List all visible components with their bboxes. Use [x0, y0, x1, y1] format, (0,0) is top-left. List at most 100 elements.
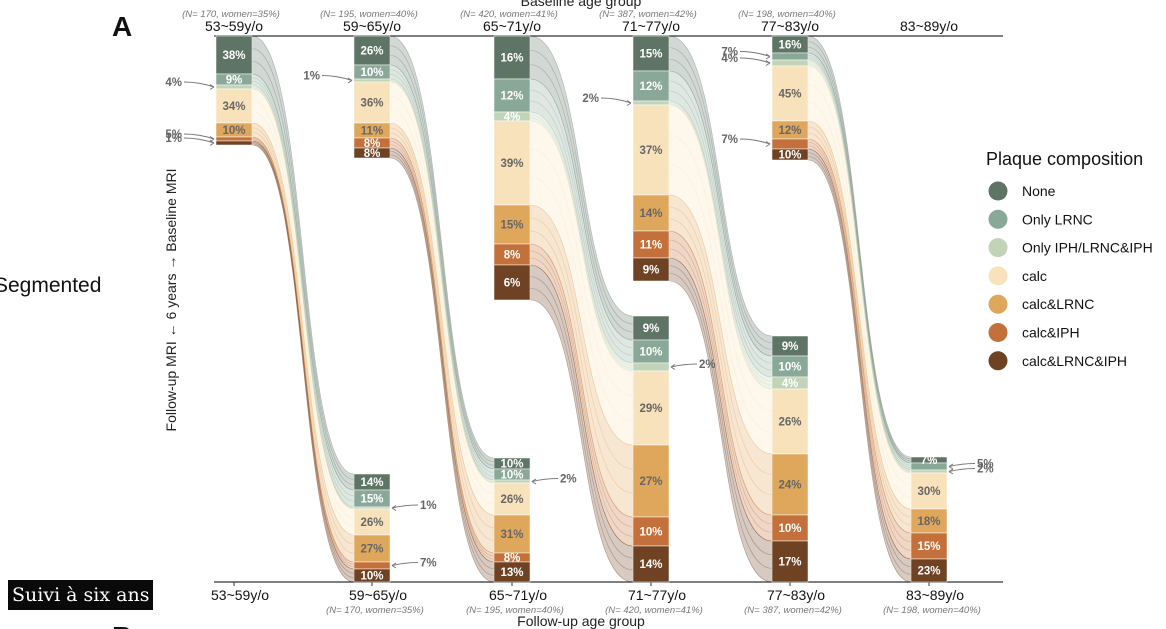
flow-strand — [251, 131, 355, 554]
baseline-group-label: 77~83y/o — [761, 18, 819, 34]
flow-strand — [807, 46, 912, 462]
label-arrowhead — [765, 53, 771, 60]
flow-strand — [807, 61, 912, 472]
label-arrow — [531, 478, 559, 482]
flow-strand — [807, 54, 912, 466]
legend: Plaque composition None Only LRNC Only IPH… — [986, 149, 1153, 371]
followup-segment — [771, 514, 809, 542]
followup-segment — [771, 540, 809, 583]
baseline-n-label: (N= 170, women=35%) — [182, 9, 280, 20]
flow-strand — [251, 143, 355, 579]
label-arrowhead — [347, 77, 353, 84]
flow-strand — [668, 47, 773, 344]
baseline-segment-label: 4% — [504, 112, 521, 124]
flow-strand — [389, 132, 495, 541]
baseline-segment-label: 8% — [364, 138, 381, 150]
baseline-segment-label: 16% — [500, 53, 523, 65]
followup-segment-label: 10% — [500, 459, 523, 471]
label-arrow — [600, 97, 632, 104]
baseline-segment-label: 10% — [360, 67, 383, 79]
legend-entry: None — [1022, 183, 1056, 199]
baseline-outside-label: 7% — [721, 134, 738, 146]
baseline-segment-label: 11% — [361, 126, 383, 138]
legend-swatch — [988, 351, 1008, 371]
followup-outside-label: 2% — [560, 474, 577, 486]
baseline-segment — [771, 59, 809, 67]
baseline-segment-label: 38% — [222, 50, 245, 62]
baseline-segment — [771, 65, 809, 122]
legend-entry: Only IPH/LRNC&IPH — [1022, 240, 1153, 256]
baseline-segment-label: 6% — [504, 278, 521, 290]
axes-layer — [214, 35, 1003, 586]
label-arrow — [183, 81, 215, 88]
followup-group-label: 71~77y/o — [628, 587, 686, 603]
followup-segment — [910, 472, 948, 510]
legend-swatch — [988, 266, 1008, 286]
followup-segment-label: 13% — [500, 567, 523, 579]
label-arrowhead — [209, 140, 215, 146]
baseline-segment — [353, 81, 391, 124]
flow-strand — [389, 80, 495, 483]
baseline-outside-label: 5% — [165, 129, 182, 141]
flow-strand — [529, 148, 634, 397]
baseline-segment — [632, 194, 670, 232]
followup-group-label: 59~65y/o — [349, 587, 407, 603]
flow-strand — [807, 132, 912, 526]
baseline-outside-label: 2% — [582, 93, 599, 105]
label-arrowhead — [948, 463, 954, 470]
flow-strand — [807, 145, 912, 551]
baseline-outside-label: 1% — [303, 71, 320, 83]
baseline-segment-label: 34% — [222, 101, 245, 113]
legend-swatch — [988, 294, 1008, 314]
flow-strand — [529, 250, 634, 528]
flow-strand — [529, 49, 634, 325]
flow-strand — [668, 218, 773, 496]
bottom-axis-label: Follow-up age group — [517, 613, 645, 629]
flow-strand — [529, 64, 634, 333]
label-arrow — [739, 57, 771, 64]
flow-strand — [529, 276, 634, 559]
legend-entry: calc&LRNC&IPH — [1022, 353, 1127, 369]
labels-layer: 38% 9% 4% 34% 10% 5% 1% 53~59y/o(N= 170, women=… — [165, 9, 993, 616]
flow-strand — [389, 45, 495, 463]
followup-segment-label: 29% — [639, 403, 662, 415]
baseline-segment-label: 10% — [222, 125, 245, 137]
followup-segment-label: 9% — [782, 341, 799, 353]
baseline-segment-label: 26% — [360, 46, 383, 58]
legend-swatch — [988, 209, 1008, 229]
baseline-segment — [215, 35, 253, 75]
followup-segment — [353, 534, 391, 563]
flow-strand — [251, 137, 355, 565]
flow-strand — [668, 206, 773, 475]
flow-strand — [807, 63, 912, 473]
bars-layer — [215, 35, 948, 583]
baseline-group-label: 53~59y/o — [205, 18, 263, 34]
flow-strand — [529, 257, 634, 537]
followup-group-label: 83~89y/o — [906, 587, 964, 603]
followup-segment-label: 10% — [639, 527, 662, 539]
followup-segment-label: 27% — [360, 544, 383, 556]
followup-segment — [632, 370, 670, 446]
flow-strand — [807, 141, 912, 543]
followup-group-label: 77~83y/o — [767, 587, 825, 603]
followup-segment-label: 10% — [500, 470, 523, 482]
baseline-segment-label: 12% — [778, 125, 801, 137]
followup-n-label: (N= 198, women=40%) — [883, 605, 981, 616]
panel-letter-next: B — [112, 621, 132, 629]
baseline-segment — [493, 120, 531, 206]
followup-segment-label: 7% — [921, 455, 938, 467]
baseline-n-label: (N= 198, women=40%) — [738, 9, 836, 20]
flow-strand — [251, 139, 355, 568]
flow-strand — [668, 239, 773, 525]
baseline-segment-label: 14% — [639, 208, 662, 220]
flow-strand — [529, 100, 634, 356]
followup-segment-label: 9% — [643, 323, 660, 335]
followup-segment-label: 8% — [504, 553, 521, 565]
baseline-group-label: 83~89y/o — [900, 18, 958, 34]
flow-strand — [389, 108, 495, 505]
flow-layer — [251, 35, 912, 583]
flow-strand — [807, 57, 912, 469]
followup-segment — [632, 516, 670, 547]
baseline-n-label: (N= 420, women=41%) — [460, 9, 558, 20]
flow-strand — [668, 272, 773, 569]
